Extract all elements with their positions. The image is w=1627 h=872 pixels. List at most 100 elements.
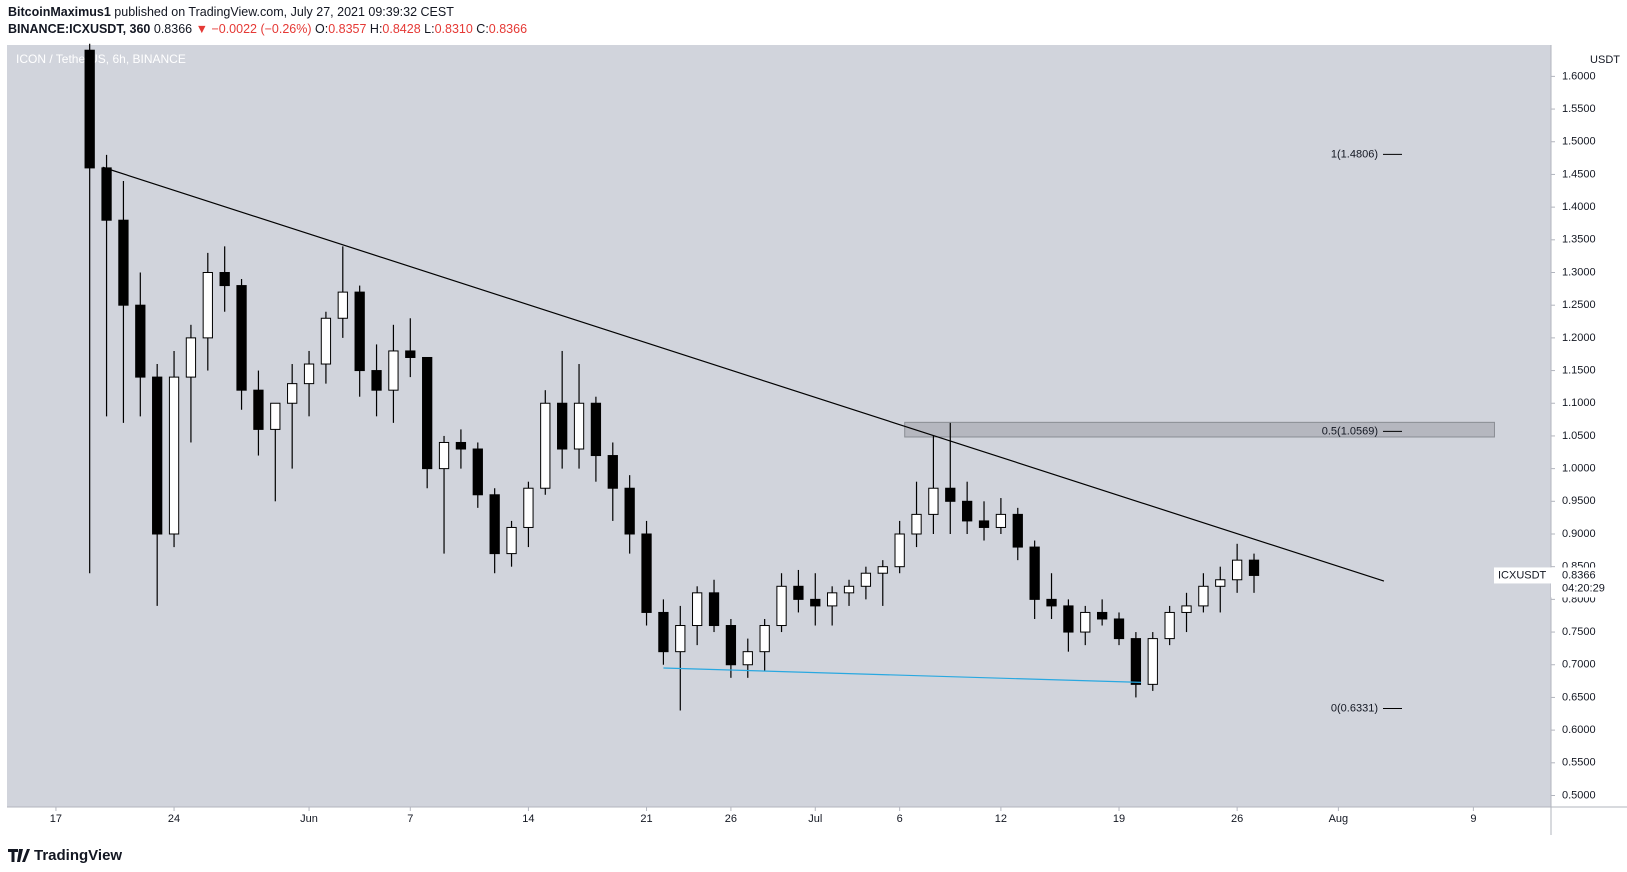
- candle-body: [1231, 559, 1243, 581]
- candle-body: [860, 572, 872, 587]
- candle-body: [962, 500, 973, 522]
- candle-body: [253, 389, 264, 430]
- price-tag-symbol: ICXUSDT: [1498, 569, 1547, 581]
- change: ▼ −0.0022 (−0.26%): [196, 22, 312, 36]
- candle-body: [438, 441, 450, 470]
- candle-body: [759, 625, 770, 653]
- y-tick-label: 1.2500: [1562, 299, 1596, 311]
- brand: TradingView: [34, 847, 122, 864]
- y-tick-label: 1.6000: [1562, 70, 1596, 82]
- candle-body: [1147, 638, 1158, 685]
- candle-body: [101, 167, 112, 221]
- chart-legend: ICON / TetherUS, 6h, BINANCE: [16, 52, 186, 66]
- l-label: L:: [424, 22, 434, 36]
- candle-body: [573, 402, 585, 450]
- candle-body: [219, 272, 230, 287]
- fib-label: 0(0.6331): [1331, 702, 1378, 714]
- y-tick-label: 1.5000: [1562, 136, 1596, 148]
- y-tick-label: 1.4500: [1562, 168, 1596, 180]
- trendline: [663, 667, 1141, 683]
- candle-body: [827, 592, 838, 607]
- x-tick-label: 26: [1231, 813, 1243, 825]
- candle-body: [135, 304, 146, 378]
- y-tick-label: 1.1500: [1562, 364, 1596, 376]
- candle-body: [202, 272, 213, 339]
- candle-body: [1046, 598, 1057, 607]
- y-tick-label: 1.0500: [1562, 430, 1596, 442]
- y-tick-label: 1.3500: [1562, 234, 1596, 246]
- x-tick-label: 21: [640, 813, 652, 825]
- candle-body: [894, 533, 905, 568]
- candle-body: [118, 219, 129, 306]
- y-tick-label: 0.6500: [1562, 691, 1596, 703]
- candle-body: [405, 350, 416, 358]
- y-tick-label: 0.9000: [1562, 528, 1596, 540]
- zone: [904, 421, 1495, 438]
- y-tick-label: 0.9500: [1562, 495, 1596, 507]
- candle-body: [692, 592, 703, 627]
- x-tick-label: Jun: [300, 813, 318, 825]
- candle-body: [506, 526, 517, 555]
- candle-body: [995, 513, 1007, 528]
- candle-body: [725, 625, 737, 666]
- fib-label: 0.5(1.0569): [1322, 425, 1378, 437]
- candle-body: [624, 487, 635, 535]
- candle-body: [152, 376, 163, 535]
- candle-body: [320, 317, 332, 365]
- publisher: BitcoinMaximus1: [8, 5, 111, 19]
- x-tick-label: 19: [1113, 813, 1125, 825]
- candle-body: [877, 566, 888, 574]
- candle-body: [1063, 605, 1074, 633]
- y-tick-label: 0.6000: [1562, 724, 1596, 736]
- last: 0.8366: [154, 22, 192, 36]
- x-tick-label: 12: [995, 813, 1007, 825]
- plot-layer: 1(1.4806) 0.5(1.0569) 0(0.6331): [84, 43, 1495, 714]
- candle-body: [84, 49, 95, 169]
- candle-body: [1130, 638, 1142, 685]
- candle-body: [168, 376, 180, 535]
- candle-body: [337, 291, 348, 319]
- candle-body: [978, 520, 990, 528]
- price-tag-countdown: 04:20:29: [1562, 582, 1605, 594]
- candle-body: [1029, 546, 1040, 600]
- y-tick-label: 1.5500: [1562, 103, 1596, 115]
- symbol: BINANCE:ICXUSDT, 360: [8, 22, 150, 36]
- h: 0.8428: [382, 22, 420, 36]
- y-tick-label: 0.7500: [1562, 626, 1596, 638]
- candle-body: [1198, 585, 1209, 607]
- price-tag-bg: [1551, 567, 1611, 598]
- x-tick-label: 24: [168, 813, 180, 825]
- candle-body: [1164, 611, 1175, 640]
- y-tick-label: 0.5000: [1562, 789, 1596, 801]
- o: 0.8357: [328, 22, 366, 36]
- candle-body: [1248, 559, 1260, 576]
- trendline: [102, 166, 1385, 582]
- candle-body: [658, 611, 669, 653]
- candle-body: [185, 337, 197, 378]
- candle-body: [742, 651, 753, 666]
- c-label: C:: [476, 22, 489, 36]
- x-tick-label: Aug: [1329, 813, 1349, 825]
- candle-body: [287, 383, 298, 404]
- candle-body: [371, 370, 382, 391]
- candle-body: [1215, 579, 1226, 587]
- price-tag-value: 0.8366: [1562, 569, 1596, 581]
- x-tick-label: 14: [522, 813, 534, 825]
- h-label: H:: [370, 22, 383, 36]
- symbol-line: BINANCE:ICXUSDT, 360 0.8366 ▼ −0.0022 (−…: [8, 22, 527, 36]
- candle-body: [928, 487, 939, 515]
- price-tag-symbol-bg: [1494, 567, 1551, 584]
- candle-body: [303, 363, 315, 385]
- l: 0.8310: [435, 22, 473, 36]
- candle-body: [793, 585, 804, 600]
- candle-body: [1012, 513, 1023, 548]
- axis-unit: USDT: [1590, 54, 1620, 66]
- y-tick-label: 1.2000: [1562, 332, 1596, 344]
- y-tick-label: 1.1000: [1562, 397, 1596, 409]
- y-tick-label: 0.5500: [1562, 757, 1596, 769]
- x-tick-label: 17: [50, 813, 62, 825]
- published: published on TradingView.com, July 27, 2…: [114, 5, 454, 19]
- candle-body: [354, 291, 365, 372]
- header-line: BitcoinMaximus1 published on TradingView…: [8, 5, 454, 19]
- candle-body: [708, 592, 720, 627]
